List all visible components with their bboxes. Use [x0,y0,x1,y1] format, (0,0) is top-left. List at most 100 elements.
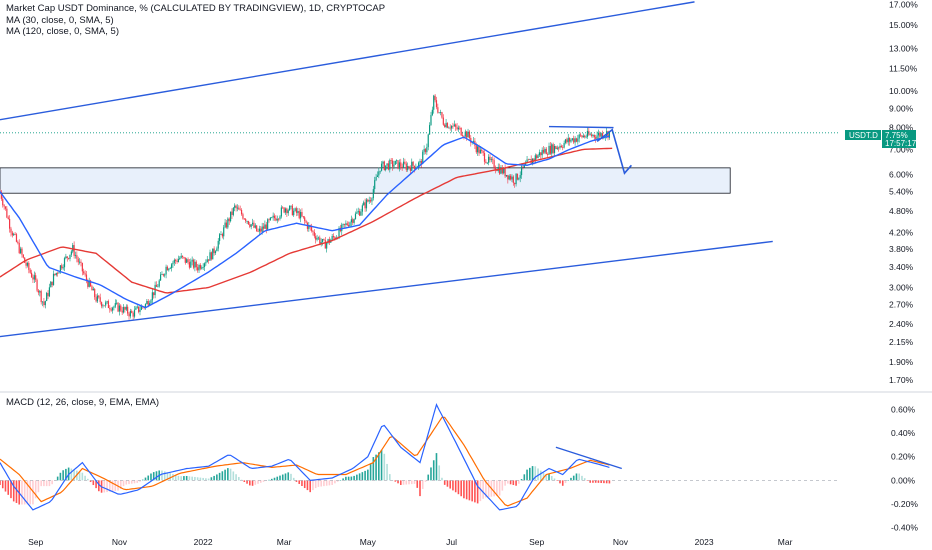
candle-body [349,222,351,227]
candle-body [219,234,221,241]
macd-histogram-bar [380,449,383,481]
macd-histogram-bar [479,480,482,502]
candle-body [28,262,30,270]
macd-histogram-bar [339,480,342,481]
candle-body [103,305,105,307]
macd-histogram-bar [430,467,432,481]
candle-body [124,307,126,310]
candle-body [46,292,48,302]
candle-body [87,280,89,287]
candle-body [601,133,604,139]
candle-body [247,221,250,225]
projection-arrow [596,128,633,175]
macd-histogram-bar [325,480,328,486]
macd-histogram-bar [232,471,235,481]
candle-body [385,165,387,171]
candle-body [492,159,494,161]
candle-body [278,218,280,220]
macd-legend: MACD (12, 26, close, 9, EMA, EMA) [6,397,160,408]
candle-body [379,170,381,172]
candle-body [116,302,118,304]
candle-body [324,240,326,249]
macd-histogram-bar [405,480,408,485]
candle-body [262,226,265,229]
macd-histogram-bar [383,453,386,481]
candle-body [375,176,377,181]
candle-body [235,205,237,209]
candle-body [58,272,60,274]
price-y-tick: 3.80% [889,244,914,254]
macd-histogram-bar [139,480,141,482]
candle-body [460,127,462,136]
candle-body [214,251,217,254]
macd-histogram-bar [62,470,64,481]
candle-body [405,163,407,170]
candle-body [238,207,240,210]
chart-title: Market Cap USDT Dominance, % (CALCULATED… [6,3,386,14]
candle-body [459,127,461,129]
candle-body [529,159,531,160]
x-tick: Mar [277,537,292,547]
candle-body [106,301,108,303]
candle-body [55,272,57,275]
macd-histogram-bar [155,471,158,481]
macd-histogram-bar [592,480,594,483]
candle-body [125,306,127,310]
macd-histogram-bar [331,480,333,485]
candle-body [15,234,18,242]
macd-histogram-bar [183,476,185,481]
candle-body [175,259,177,261]
macd-histogram-bar [350,476,353,481]
candle-body [518,178,520,180]
macd-signal-line [0,416,610,507]
macd-histogram-bar [317,480,320,487]
horizontal-zone-group [0,167,731,194]
candle-body [466,131,468,138]
macd-histogram-bar [15,480,18,503]
macd-histogram-bar [284,473,287,481]
candle-body [446,122,449,128]
macd-histogram-bar [353,475,355,481]
candle-body [276,218,278,221]
candle-body [183,257,185,258]
candle-body [441,112,443,118]
horizontal-zone [0,167,731,194]
ma120-line [0,147,613,294]
candle-body [435,100,438,108]
macd-histogram-bar [504,480,506,486]
macd-histogram-bar [548,473,550,481]
macd-histogram-bar [10,480,12,499]
macd-histogram-bar [29,480,31,505]
macd-histogram-bar [378,452,380,481]
candle-body [401,166,403,168]
macd-histogram-bar [26,480,29,505]
macd-lines-group [0,403,840,511]
candle-body [534,155,536,161]
candle-body [367,199,369,202]
macd-histogram-bar [449,480,451,489]
macd-histogram-bar [114,480,117,491]
candle-body [251,222,254,225]
macd-histogram-bar [443,480,446,485]
macd-histogram-bar [534,466,537,481]
candle-body [24,257,26,263]
candle-body [442,117,444,125]
candle-body [179,257,181,260]
candle-body [50,281,52,288]
candle-body [475,145,477,153]
macd-histogram-bar [106,480,108,493]
macd-histogram-bar [608,480,611,484]
candle-body [488,156,490,163]
candle-body [4,206,7,209]
candle-body [231,211,233,215]
candle-body [164,274,166,276]
macd-histogram-bar [147,475,150,481]
price-y-tick: 10.00% [889,86,918,96]
candle-body [368,200,370,202]
candle-body [80,261,82,263]
macd-histogram-bar [367,469,369,481]
candle-body [246,221,248,222]
candle-body [483,153,486,162]
candle-body [227,218,229,228]
